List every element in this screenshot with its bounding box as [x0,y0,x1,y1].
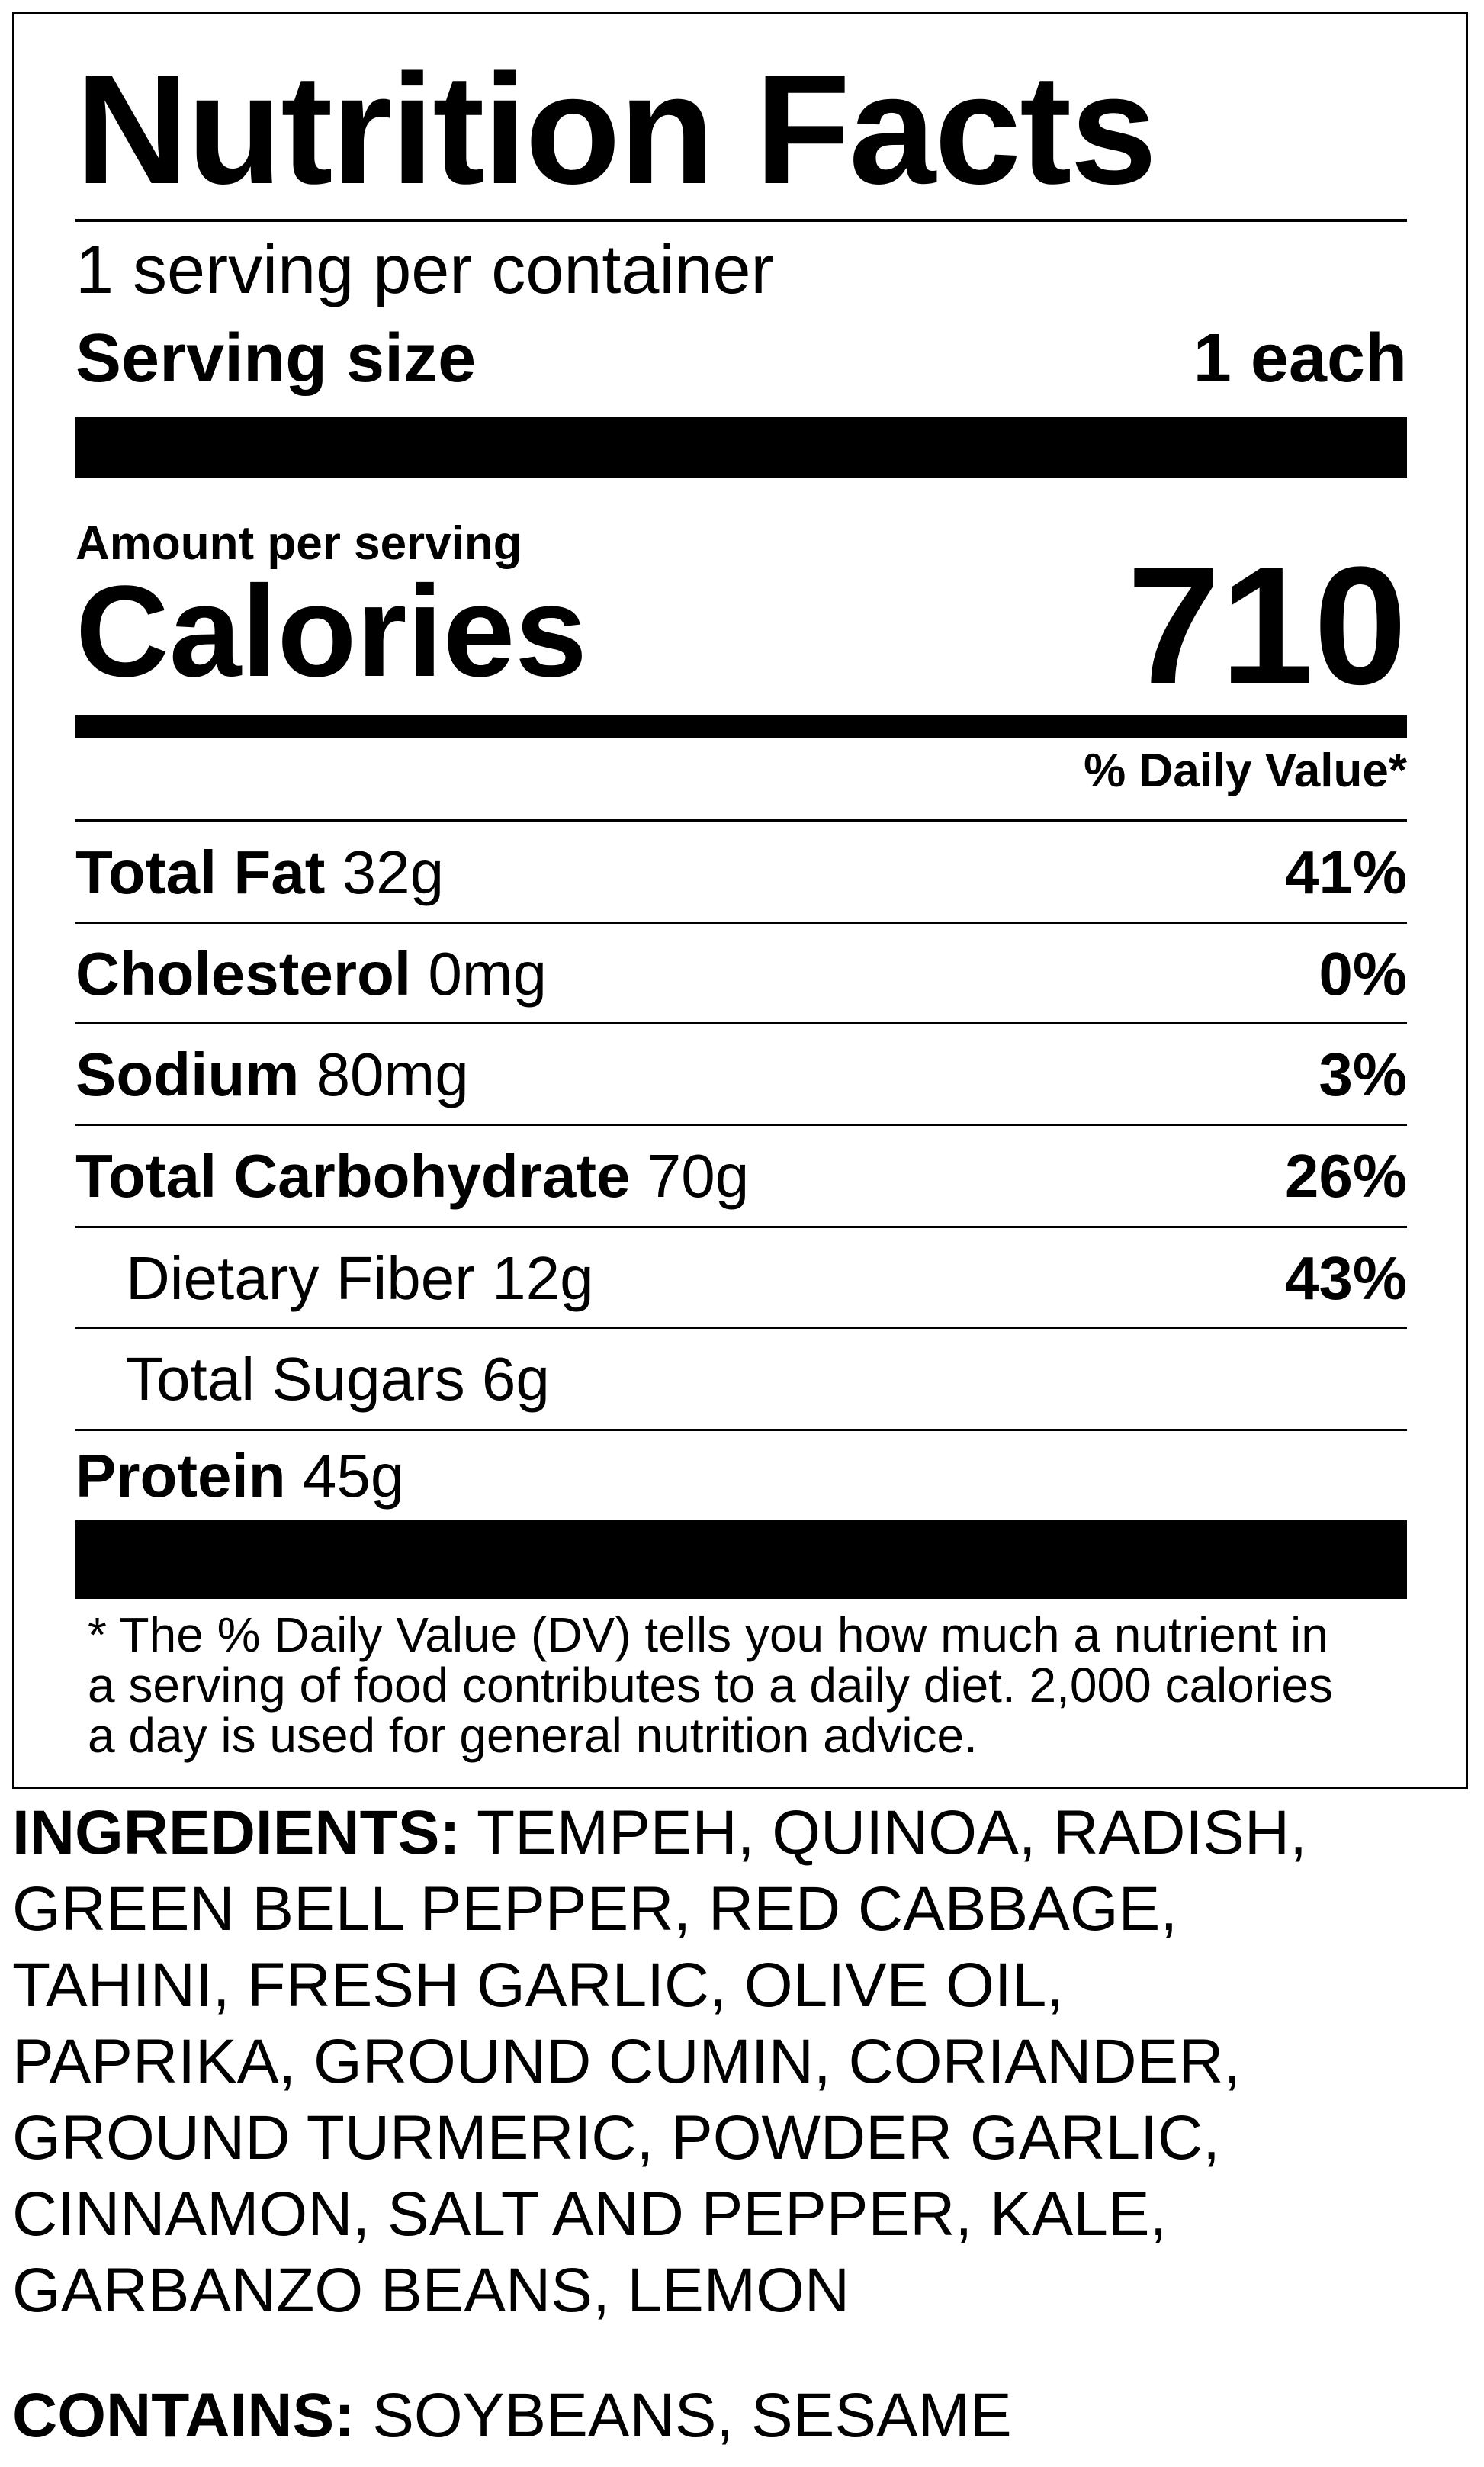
nutrient-amount: 70g [647,1141,750,1210]
divider [75,1124,1407,1126]
footnote: * The % Daily Value (DV) tells you how m… [88,1610,1333,1761]
footnote-line: a day is used for general nutrition advi… [88,1708,978,1763]
nutrient-name: Total Sugars 6g [126,1344,550,1413]
divider [75,1226,1407,1228]
ingredients-line: GROUND TURMERIC, POWDER GARLIC, [12,2103,1220,2173]
nutrient-dv: 41% [1284,838,1407,906]
contains-value: SOYBEANS, SESAME [355,2381,1012,2450]
calories-value: 710 [1126,532,1407,719]
servings-per-container: 1 serving per container [75,232,774,308]
nutrient-name: Sodium [75,1040,300,1108]
thick-divider [75,417,1407,478]
nutrient-row-total-sugars: Total Sugars 6g [75,1328,1407,1430]
thick-divider [75,1520,1407,1599]
nutrient-dv: 3% [1319,1040,1407,1108]
divider [75,819,1407,822]
ingredients-line: CINNAMON, SALT AND PEPPER, KALE, [12,2179,1168,2249]
nutrient-amount: 80mg [316,1040,469,1108]
amount-per-serving: Amount per serving [75,517,522,570]
divider [75,1022,1407,1024]
nutrient-row-total-fat: Total Fat 32g 41% [75,822,1407,923]
contains: CONTAINS: SOYBEANS, SESAME [12,2378,1012,2454]
nutrient-name: Cholesterol [75,939,412,1008]
nutrient-name: Total Carbohydrate [75,1141,631,1210]
divider [75,1429,1407,1431]
divider [75,219,1407,222]
nutrient-row-dietary-fiber: Dietary Fiber 12g 43% [75,1227,1407,1329]
ingredients-line: TAHINI, FRESH GARLIC, OLIVE OIL, [12,1951,1065,2020]
footnote-line: * The % Daily Value (DV) tells you how m… [88,1607,1328,1662]
nutrient-amount: 0mg [428,939,547,1008]
serving-size-value: 1 each [1193,320,1407,397]
nutrient-amount: 32g [342,838,445,906]
ingredients-line: TEMPEH, QUINOA, RADISH, [460,1798,1307,1867]
divider [75,922,1407,924]
nutrient-name: Protein [75,1442,286,1510]
nutrition-label-border [12,12,1468,1789]
nutrient-dv: 43% [1284,1243,1407,1312]
serving-size-label: Serving size [75,320,477,397]
contains-label: CONTAINS: [12,2381,355,2450]
nutrient-dv: 26% [1284,1141,1407,1210]
nutrient-name: Total Fat [75,838,326,906]
daily-value-header: % Daily Value* [1084,745,1407,797]
medium-divider [75,715,1407,738]
nutrient-dv: 0% [1319,939,1407,1008]
divider [75,1327,1407,1329]
ingredients-line: GARBANZO BEANS, LEMON [12,2256,850,2325]
nutrient-name: Dietary Fiber 12g [126,1243,594,1312]
nutrient-row-sodium: Sodium 80mg 3% [75,1024,1407,1125]
nutrient-row-cholesterol: Cholesterol 0mg 0% [75,923,1407,1024]
ingredients: INGREDIENTS: TEMPEH, QUINOA, RADISH, GRE… [12,1795,1307,2329]
nutrient-row-total-carbohydrate: Total Carbohydrate 70g 26% [75,1125,1407,1227]
nutrient-row-protein: Protein 45g [75,1429,1407,1523]
ingredients-line: PAPRIKA, GROUND CUMIN, CORIANDER, [12,2027,1241,2096]
page-title: Nutrition Facts [75,42,1157,217]
footnote-line: a serving of food contributes to a daily… [88,1658,1333,1713]
calories-label: Calories [75,559,587,704]
ingredients-label: INGREDIENTS: [12,1798,461,1867]
ingredients-line: GREEN BELL PEPPER, RED CABBAGE, [12,1874,1178,1944]
nutrient-amount: 45g [302,1442,405,1510]
